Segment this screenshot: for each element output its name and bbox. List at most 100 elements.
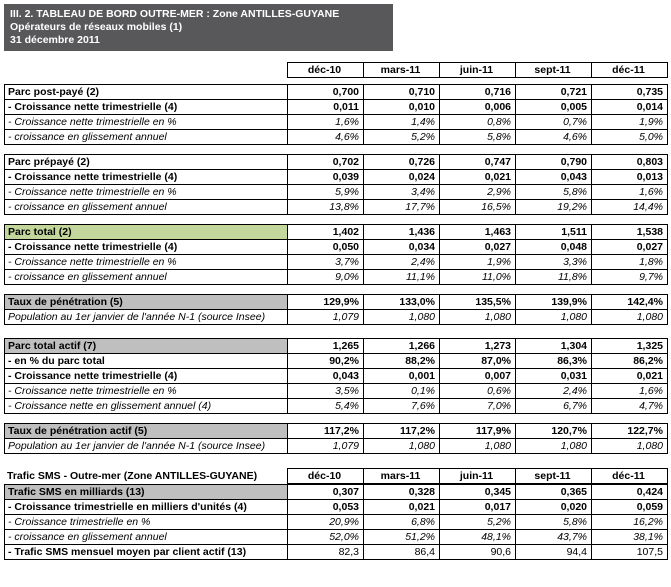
- cell-value: 0,6%: [439, 383, 516, 399]
- cell-value: 1,436: [363, 224, 440, 240]
- report-subtitle: Opérateurs de réseaux mobiles (1): [10, 21, 183, 33]
- cell-value: 1,6%: [591, 383, 668, 399]
- table-row: - croissance en glissement annuel 13,8% 17…: [4, 199, 668, 215]
- column-header: juin-11: [438, 62, 516, 78]
- cell-value: 17,7%: [363, 199, 440, 215]
- report-title: III. 2. TABLEAU DE BORD OUTRE-MER : Zone…: [10, 8, 340, 20]
- cell-value: 0,021: [439, 169, 516, 185]
- table-row: - Croissance nette trimestrielle en % 1,6…: [4, 114, 668, 130]
- cell-value: 14,4%: [591, 199, 668, 215]
- row-label: Population au 1er janvier de l'année N-1…: [4, 438, 288, 454]
- cell-value: 6,7%: [515, 398, 592, 414]
- cell-value: 1,265: [287, 338, 364, 354]
- cell-value: 129,9%: [287, 294, 364, 310]
- cell-value: 0,011: [287, 99, 364, 115]
- cell-value: 1,080: [439, 309, 516, 325]
- cell-value: 1,6%: [287, 114, 364, 130]
- cell-value: 0,700: [287, 84, 364, 100]
- cell-value: 90,2%: [287, 353, 364, 369]
- cell-value: 3,7%: [287, 254, 364, 270]
- row-label: - croissance en glissement annuel: [4, 529, 288, 545]
- row-label: - Croissance nette trimestrielle en %: [4, 254, 288, 270]
- data-table: Trafic SMS - Outre-mer (Zone ANTILLES-GU…: [4, 468, 668, 484]
- cell-value: 1,080: [363, 309, 440, 325]
- cell-value: 1,463: [439, 224, 516, 240]
- cell-value: 1,266: [363, 338, 440, 354]
- cell-value: 0,005: [515, 99, 592, 115]
- cell-value: 38,1%: [591, 529, 668, 545]
- table-row: - Croissance nette trimestrielle en % 3,5…: [4, 383, 668, 399]
- cell-value: 1,538: [591, 224, 668, 240]
- table-row: - Trafic SMS mensuel moyen par client ac…: [4, 544, 668, 560]
- cell-value: 3,3%: [515, 254, 592, 270]
- cell-value: 1,511: [515, 224, 592, 240]
- report-date: 31 décembre 2011: [10, 34, 100, 46]
- cell-value: 4,6%: [287, 129, 364, 145]
- row-label: - croissance en glissement annuel: [4, 199, 288, 215]
- table-row: - croissance en glissement annuel 9,0% 11,…: [4, 269, 668, 285]
- table-row: Population au 1er janvier de l'année N-1…: [4, 438, 668, 454]
- column-header: juin-11: [438, 468, 516, 484]
- cell-value: 82,3: [287, 544, 364, 560]
- data-table: Parc prépayé (2) 0,702 0,726 0,747 0,790 0,80…: [4, 154, 668, 215]
- cell-value: 2,4%: [363, 254, 440, 270]
- data-table: Trafic SMS en milliards (13) 0,307 0,328 0,…: [4, 484, 668, 560]
- table-row: Parc total (2) 1,402 1,436 1,463 1,511 1,538: [4, 224, 668, 240]
- row-label: - Croissance trimestrielle en %: [4, 514, 288, 530]
- cell-value: 5,8%: [515, 184, 592, 200]
- column-header: déc-10: [286, 468, 364, 484]
- row-label: - Croissance nette trimestrielle (4): [4, 99, 288, 115]
- cell-value: 0,365: [515, 484, 592, 500]
- cell-value: 1,9%: [591, 114, 668, 130]
- cell-value: 0,710: [363, 84, 440, 100]
- cell-value: 0,043: [515, 169, 592, 185]
- cell-value: 9,7%: [591, 269, 668, 285]
- cell-value: 1,304: [515, 338, 592, 354]
- cell-value: 7,6%: [363, 398, 440, 414]
- table-row: - Croissance nette trimestrielle en % 5,9…: [4, 184, 668, 200]
- cell-value: 0,024: [363, 169, 440, 185]
- row-label: - Croissance nette trimestrielle (4): [4, 169, 288, 185]
- cell-value: 139,9%: [515, 294, 592, 310]
- cell-value: 1,273: [439, 338, 516, 354]
- cell-value: 133,0%: [363, 294, 440, 310]
- row-label: Parc total (2): [4, 224, 288, 240]
- cell-value: 0,021: [363, 499, 440, 515]
- data-table: Taux de pénétration (5) 129,9% 133,0% 135,5…: [4, 294, 668, 325]
- row-label: Parc total actif (7): [4, 338, 288, 354]
- cell-value: 0,735: [591, 84, 668, 100]
- cell-value: 88,2%: [363, 353, 440, 369]
- cell-value: 107,5: [591, 544, 668, 560]
- cell-value: 90,6: [439, 544, 516, 560]
- cell-value: 0,027: [591, 239, 668, 255]
- cell-value: 94,4: [515, 544, 592, 560]
- cell-value: 5,2%: [363, 129, 440, 145]
- row-label: - croissance en glissement annuel: [4, 269, 288, 285]
- cell-value: 52,0%: [287, 529, 364, 545]
- row-label: - Croissance trimestrielle en milliers d…: [4, 499, 288, 515]
- cell-value: 4,6%: [515, 129, 592, 145]
- table-row: Taux de pénétration actif (5) 117,2% 117,2…: [4, 423, 668, 439]
- cell-value: 117,9%: [439, 423, 516, 439]
- table-row: - en % du parc total 90,2% 88,2% 87,0% 86,3%…: [4, 353, 668, 369]
- cell-value: 2,4%: [515, 383, 592, 399]
- cell-value: 0,790: [515, 154, 592, 170]
- column-header: mars-11: [362, 62, 440, 78]
- cell-value: 11,1%: [363, 269, 440, 285]
- cell-value: 0,013: [591, 169, 668, 185]
- cell-value: 11,0%: [439, 269, 516, 285]
- table-row: Parc post-payé (2) 0,700 0,710 0,716 0,721 0,…: [4, 84, 668, 100]
- cell-value: 0,716: [439, 84, 516, 100]
- cell-value: 0,014: [591, 99, 668, 115]
- table-row: - Croissance trimestrielle en milliers d…: [4, 499, 668, 515]
- cell-value: 0,043: [287, 368, 364, 384]
- cell-value: 0,8%: [439, 114, 516, 130]
- cell-value: 0,747: [439, 154, 516, 170]
- table-row: - Croissance nette trimestrielle (4) 0,01…: [4, 99, 668, 115]
- row-label: - Croissance nette trimestrielle en %: [4, 184, 288, 200]
- row-label: - Croissance nette trimestrielle (4): [4, 239, 288, 255]
- table-row: - Croissance nette trimestrielle (4) 0,05…: [4, 239, 668, 255]
- cell-value: 0,345: [439, 484, 516, 500]
- data-table: Parc total (2) 1,402 1,436 1,463 1,511 1,538-…: [4, 224, 668, 285]
- cell-value: 0,721: [515, 84, 592, 100]
